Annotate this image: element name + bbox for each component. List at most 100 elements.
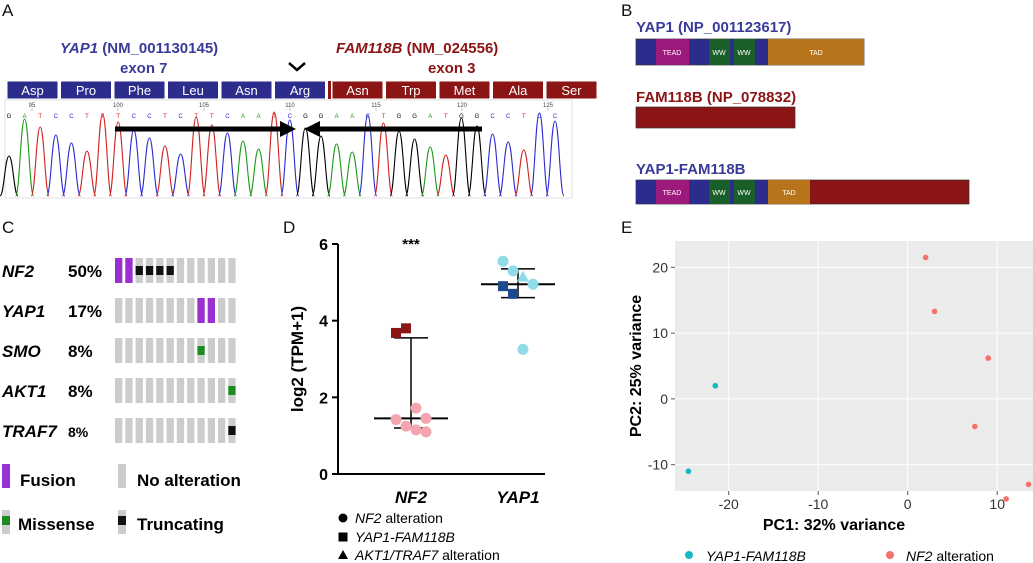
y-tick-label: 6 bbox=[319, 237, 328, 254]
base-call: C bbox=[147, 114, 152, 120]
sample-cell bbox=[197, 378, 205, 403]
pca-point bbox=[685, 468, 692, 475]
domain-label-ww: WW bbox=[737, 50, 751, 57]
legend-dot-fusion bbox=[685, 551, 693, 559]
yap1-accession: (NM_001130145) bbox=[98, 40, 218, 57]
base-call: T bbox=[116, 114, 120, 120]
base-call: G bbox=[7, 114, 12, 120]
expression-dotplot: 0 2 4 6 log2 (TPM+1) NF2 YAP1 bbox=[288, 237, 555, 507]
legend-item-nf2: NF2 alteration bbox=[355, 510, 443, 526]
amino-acid-box bbox=[385, 80, 437, 100]
protein-name-fusion: YAP1-FAM118B bbox=[636, 161, 746, 178]
amino-acid-box bbox=[492, 80, 544, 100]
dotplot-legend: NF2 alteration YAP1-FAM118B AKT1/TRAF7 a… bbox=[338, 510, 500, 563]
chromatogram-peak bbox=[77, 150, 97, 197]
chromatogram-peak bbox=[498, 141, 518, 197]
data-point-circle bbox=[527, 278, 539, 290]
fusion-mark bbox=[207, 298, 215, 323]
chromatogram-peak bbox=[295, 127, 315, 197]
data-point-triangle bbox=[517, 270, 529, 282]
amino-acid-box bbox=[6, 80, 59, 100]
base-call: C bbox=[132, 114, 137, 120]
amino-acid-label: Asn bbox=[235, 83, 257, 98]
truncating-mark bbox=[156, 266, 164, 275]
y-axis-label: log2 (TPM+1) bbox=[288, 306, 307, 412]
sample-cell bbox=[145, 298, 154, 323]
chromatogram-peak bbox=[342, 151, 362, 197]
chromatogram-peak bbox=[171, 153, 191, 197]
domain-label-tad: TAD bbox=[809, 50, 822, 57]
amino-acid-label: Pro bbox=[76, 83, 96, 98]
sample-cell bbox=[125, 298, 133, 323]
sample-cell bbox=[207, 338, 215, 363]
pca-point bbox=[1003, 496, 1009, 502]
base-call: T bbox=[85, 114, 89, 120]
chromatogram-peak bbox=[217, 132, 237, 197]
chromatogram-peak bbox=[529, 112, 549, 197]
sample-cell bbox=[207, 258, 215, 283]
x-category-label: NF2 bbox=[395, 488, 428, 507]
domain-label-ww: WW bbox=[712, 190, 726, 197]
pca-scatter: -20 -10 0 10 -10 0 10 20 PC1: 32% variance PC2: 2… bbox=[628, 241, 1033, 534]
sample-cell bbox=[115, 418, 123, 443]
alteration-percent: 8% bbox=[68, 382, 93, 401]
amino-acid-label: Leu bbox=[182, 83, 204, 98]
amino-acid-box bbox=[545, 80, 598, 100]
data-point-circle bbox=[497, 255, 509, 267]
sample-cell bbox=[125, 418, 133, 443]
sample-cell bbox=[218, 378, 226, 403]
fam-exon: exon 3 bbox=[428, 60, 476, 77]
sample-cell bbox=[228, 338, 236, 363]
y-tick-label: 10 bbox=[652, 325, 668, 341]
truncating-mark bbox=[228, 426, 236, 435]
ruler-tick-label: 115 bbox=[371, 103, 381, 109]
fusion-mark bbox=[125, 258, 133, 283]
legend-item-fusion: YAP1-FAM118B bbox=[706, 548, 806, 563]
chromatogram-peak bbox=[186, 116, 206, 197]
data-point-square bbox=[498, 281, 508, 292]
chromatogram-peak bbox=[61, 142, 81, 197]
sample-cell bbox=[187, 338, 195, 363]
amino-acid-box bbox=[220, 80, 273, 100]
base-call: T bbox=[210, 114, 214, 120]
tead-domain bbox=[656, 39, 689, 65]
plot-background bbox=[675, 241, 1033, 491]
amino-acid-label: Trp bbox=[401, 83, 420, 98]
protein-name-fam118b: FAM118B (NP_078832) bbox=[636, 89, 796, 106]
panel-label-b: B bbox=[621, 1, 632, 20]
x-axis-label: PC1: 32% variance bbox=[763, 517, 905, 534]
junction-caret-icon bbox=[288, 62, 306, 72]
base-call: T bbox=[163, 114, 167, 120]
sample-cell bbox=[115, 298, 123, 323]
data-point-square bbox=[508, 288, 518, 299]
panel-label-e: E bbox=[621, 218, 632, 237]
sample-cell bbox=[166, 418, 174, 443]
sample-cell bbox=[156, 298, 164, 323]
legend-label-none: No alteration bbox=[137, 471, 241, 490]
chromatogram-peak bbox=[280, 119, 300, 197]
chromatogram-peak bbox=[108, 121, 128, 197]
alteration-percent: 8% bbox=[68, 342, 93, 361]
amino-acid-box bbox=[167, 80, 219, 100]
sample-cell bbox=[228, 258, 236, 283]
ww-domain bbox=[734, 39, 755, 65]
data-point-circle bbox=[410, 424, 422, 436]
domain-label-ww: WW bbox=[737, 190, 751, 197]
panel-label-c: C bbox=[2, 218, 14, 237]
gene-label: SMO bbox=[2, 342, 41, 361]
x-category-label: YAP1 bbox=[496, 488, 539, 507]
chromatogram bbox=[0, 99, 573, 199]
x-tick-label: -20 bbox=[719, 496, 739, 512]
fam-accession: (NM_024556) bbox=[402, 40, 498, 57]
ruler-tick-label: 105 bbox=[199, 103, 210, 109]
x-tick-label: 10 bbox=[989, 496, 1005, 512]
sample-cell bbox=[125, 338, 133, 363]
base-call: A bbox=[335, 114, 339, 120]
yap1-exon: exon 7 bbox=[120, 60, 168, 77]
pca-point bbox=[712, 382, 719, 389]
amino-acid-box bbox=[60, 80, 112, 100]
base-call: C bbox=[366, 114, 371, 120]
junction-base bbox=[328, 81, 331, 99]
base-call: T bbox=[444, 114, 448, 120]
